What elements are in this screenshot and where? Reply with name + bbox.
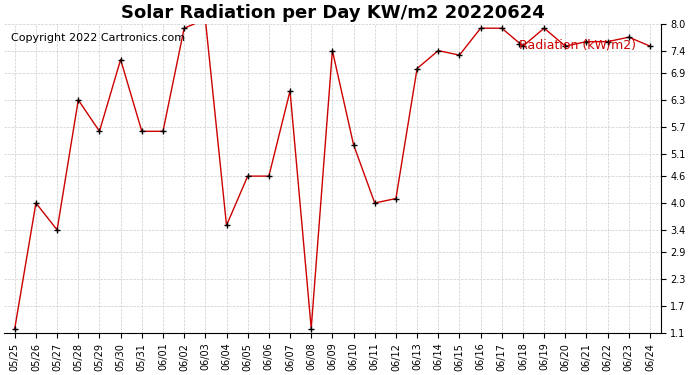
Radiation (kW/m2): [413, 66, 421, 71]
Radiation (kW/m2): [244, 174, 252, 178]
Radiation (kW/m2): [646, 44, 654, 48]
Radiation (kW/m2): [138, 129, 146, 134]
Radiation (kW/m2): [32, 201, 40, 205]
Radiation (kW/m2): [604, 39, 612, 44]
Radiation (kW/m2): [222, 223, 230, 228]
Text: Copyright 2022 Cartronics.com: Copyright 2022 Cartronics.com: [11, 33, 185, 43]
Radiation (kW/m2): [265, 174, 273, 178]
Radiation (kW/m2): [519, 44, 527, 48]
Radiation (kW/m2): [286, 89, 294, 93]
Radiation (kW/m2): [307, 326, 315, 331]
Line: Radiation (kW/m2): Radiation (kW/m2): [11, 16, 653, 332]
Radiation (kW/m2): [159, 129, 167, 134]
Radiation (kW/m2): [180, 26, 188, 30]
Radiation (kW/m2): [10, 326, 19, 331]
Radiation (kW/m2): [561, 44, 569, 48]
Radiation (kW/m2): [349, 142, 357, 147]
Radiation (kW/m2): [117, 57, 125, 62]
Radiation (kW/m2): [53, 228, 61, 232]
Title: Solar Radiation per Day KW/m2 20220624: Solar Radiation per Day KW/m2 20220624: [121, 4, 544, 22]
Radiation (kW/m2): [434, 48, 442, 53]
Radiation (kW/m2): [371, 201, 379, 205]
Radiation (kW/m2): [582, 39, 591, 44]
Legend: Radiation (kW/m2): Radiation (kW/m2): [514, 33, 641, 56]
Radiation (kW/m2): [201, 17, 210, 21]
Radiation (kW/m2): [477, 26, 485, 30]
Radiation (kW/m2): [74, 98, 82, 102]
Radiation (kW/m2): [392, 196, 400, 201]
Radiation (kW/m2): [624, 35, 633, 39]
Radiation (kW/m2): [95, 129, 104, 134]
Radiation (kW/m2): [455, 53, 464, 57]
Radiation (kW/m2): [497, 26, 506, 30]
Radiation (kW/m2): [328, 48, 337, 53]
Radiation (kW/m2): [540, 26, 549, 30]
